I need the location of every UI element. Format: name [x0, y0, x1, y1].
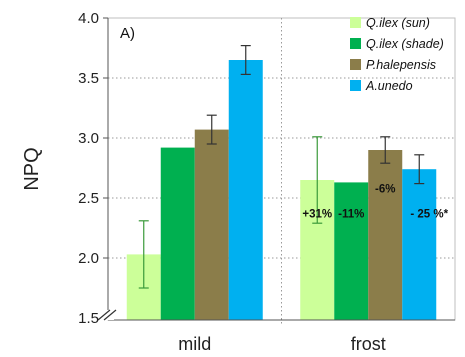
panel-label: A) [120, 25, 135, 42]
legend-swatch-3 [350, 80, 361, 91]
legend-swatch-2 [350, 59, 361, 70]
bar-frost-3 [402, 169, 437, 320]
bar-frost-2 [368, 150, 403, 320]
legend-swatch-0 [350, 17, 361, 28]
axes-group [97, 18, 455, 321]
bar-frost-1 [334, 182, 369, 320]
legend-label-2: P.halepensis [366, 58, 436, 72]
annotations-group: +31% -11% -6% - 25 %* [302, 183, 448, 220]
bar-mild-2 [194, 129, 229, 320]
annotation-1: -11% [338, 209, 364, 221]
error-bars-group [138, 44, 425, 289]
y-tick-label: 1.5 [78, 310, 99, 327]
category-labels: mild frost [178, 334, 386, 354]
axis-break-line-2 [103, 309, 117, 321]
y-axis-label: NPQ [21, 147, 43, 190]
y-tick-label: 3.0 [78, 130, 99, 147]
annotation-0: +31% [302, 209, 332, 221]
axis-break-mark [97, 309, 117, 321]
bars-group [126, 60, 437, 320]
bar-mild-1 [160, 147, 195, 320]
y-tick-label: 2.0 [78, 250, 99, 267]
y-tick-label: 2.5 [78, 190, 99, 207]
annotation-3: - 25 %* [410, 209, 448, 221]
legend: Q.ilex (sun) Q.ilex (shade) P.halepensis A.… [350, 16, 444, 93]
axis-break-line-1 [97, 309, 111, 321]
axis-break-gap [102, 310, 114, 320]
y-tick-label: 4.0 [78, 10, 99, 27]
y-tick-labels: 1.5 2.0 2.5 3.0 3.5 4.0 [78, 10, 99, 327]
legend-label-3: A.unedo [365, 79, 413, 93]
legend-label-0: Q.ilex (sun) [366, 16, 430, 30]
category-label-mild: mild [178, 334, 211, 354]
category-label-frost: frost [351, 334, 386, 354]
legend-swatch-1 [350, 38, 361, 49]
bar-mild-3 [228, 60, 263, 320]
y-tick-label: 3.5 [78, 70, 99, 87]
legend-label-1: Q.ilex (shade) [366, 37, 444, 51]
annotation-2: -6% [375, 183, 395, 195]
